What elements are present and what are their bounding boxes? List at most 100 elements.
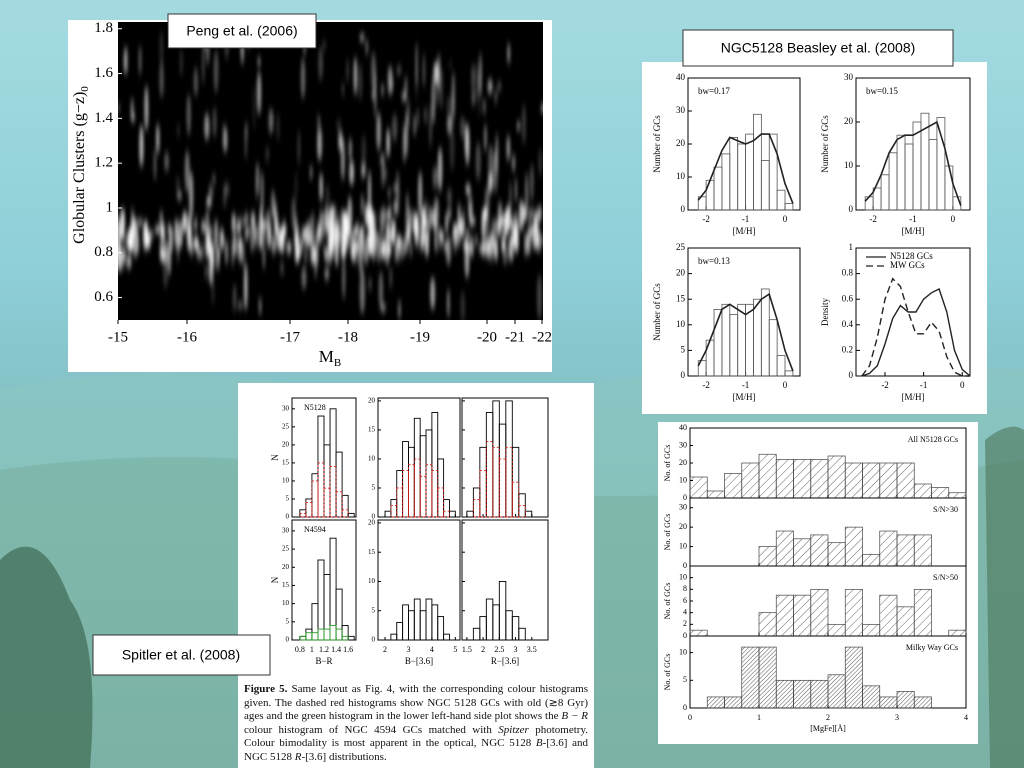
histogram-bar: [479, 470, 487, 518]
x-axis-label: B−R: [315, 656, 332, 666]
label-box: [682, 29, 954, 67]
heatmap-blob: [521, 104, 526, 144]
histogram-bar: [341, 635, 349, 641]
histogram-bar: [844, 526, 863, 567]
heatmap-blob: [257, 71, 262, 115]
histogram-bar: [775, 459, 794, 499]
heatmap-blob: [461, 227, 464, 237]
heatmap-blob: [494, 237, 498, 261]
histogram-bar: [827, 542, 846, 567]
x-tick-label: -2: [881, 380, 889, 390]
heatmap-blob: [429, 104, 432, 149]
heatmap-blob: [359, 226, 362, 245]
heatmap-blob: [517, 120, 520, 132]
x-tick-label: 2: [481, 645, 485, 654]
heatmap-blob: [393, 199, 398, 216]
x-axis-label: R−[3.6]: [491, 656, 519, 666]
y-tick-label: 1.4: [94, 110, 113, 126]
heatmap-blob: [413, 114, 416, 137]
heatmap-blob: [138, 217, 143, 228]
panel-label: bw=0.15: [866, 86, 898, 96]
heatmap-blob: [126, 254, 132, 269]
heatmap-blob: [407, 98, 410, 130]
x-tick-label: 0: [951, 214, 956, 224]
heatmap-blob: [317, 115, 320, 127]
heatmap-blob: [361, 226, 364, 236]
heatmap-blob: [276, 113, 280, 142]
x-axis-label: [M/H]: [733, 392, 756, 402]
y-tick-label: 10: [282, 477, 290, 485]
histogram-bar: [335, 491, 343, 518]
histogram-bar: [425, 464, 433, 518]
heatmap-blob: [389, 266, 393, 290]
heatmap-blob: [265, 209, 271, 230]
x-tick-label: -1: [742, 380, 750, 390]
panel-label: S/N>50: [933, 573, 958, 582]
heatmap-blob: [130, 97, 134, 122]
heatmap-blob: [205, 263, 208, 280]
heatmap-blob: [324, 266, 329, 281]
y-tick-label: 15: [368, 426, 376, 434]
y-tick-label: 15: [282, 459, 290, 467]
x-tick-label: 2: [826, 713, 830, 722]
heatmap-blob: [123, 248, 126, 259]
heatmap-blob: [198, 248, 204, 258]
heatmap-blob: [153, 148, 157, 181]
x-tick-label: -15: [108, 329, 128, 345]
figures: 0.60.811.21.41.61.8-15 -16 -17 -18 -19 -20 -21…: [71, 17, 971, 733]
histogram-bar: [443, 633, 450, 641]
y-tick-label: 20: [676, 268, 686, 278]
y-tick-label: 0: [681, 204, 686, 214]
heatmap-blob: [409, 239, 413, 258]
heatmap-blob: [253, 84, 256, 131]
y-tick-label: 0.2: [842, 344, 853, 354]
heatmap-blob: [371, 89, 375, 101]
histogram-bar: [758, 546, 777, 567]
histogram-bar: [862, 623, 881, 637]
heatmap-blob: [358, 63, 363, 101]
heatmap-blob: [386, 128, 390, 158]
histogram-bar: [437, 616, 445, 641]
histogram-bar: [724, 473, 743, 499]
heatmap-blob: [189, 171, 194, 220]
heatmap-blob: [346, 59, 349, 83]
heatmap-blob: [279, 225, 286, 255]
y-tick-label: 30: [282, 404, 290, 412]
heatmap-blob: [300, 237, 305, 250]
heatmap-blob: [267, 223, 271, 250]
heatmap-blob: [120, 207, 125, 240]
x-tick-label: 0: [688, 713, 692, 722]
heatmap-blob: [479, 52, 482, 97]
y-tick-label: 0.4: [842, 319, 854, 329]
density-curve: [861, 277, 970, 377]
heatmap-blob: [211, 277, 215, 305]
y-tick-label: 0: [372, 513, 376, 521]
heatmap-blob: [204, 113, 210, 141]
y-tick-label: 0: [286, 636, 290, 644]
heatmap-blob: [368, 233, 373, 255]
histogram-bar: [443, 499, 450, 518]
heatmap-blob: [272, 234, 276, 255]
heatmap-blob: [257, 56, 261, 67]
heatmap-blob: [418, 171, 423, 216]
y-tick-label: 5: [372, 484, 376, 492]
histogram-bar: [862, 553, 881, 567]
histogram-bar: [758, 646, 777, 709]
heatmap-blob: [372, 243, 376, 261]
histogram-bar: [948, 492, 967, 499]
heatmap-blob: [225, 239, 228, 265]
heatmap-blob: [488, 172, 493, 194]
heatmap-blob: [238, 224, 241, 236]
histogram-bar: [775, 594, 794, 637]
heatmap-blob: [405, 207, 409, 236]
y-axis-label: No. of GCs: [663, 583, 672, 620]
heatmap-blob: [530, 164, 534, 202]
heatmap-blob: [540, 233, 544, 248]
y-tick-label: 30: [679, 440, 687, 449]
histogram-bar: [437, 487, 445, 518]
heatmap-blob: [471, 216, 476, 226]
heatmap-blob: [409, 210, 412, 225]
heatmap-blob: [364, 203, 368, 227]
heatmap-blob: [187, 212, 190, 241]
heatmap-blob: [537, 232, 541, 254]
